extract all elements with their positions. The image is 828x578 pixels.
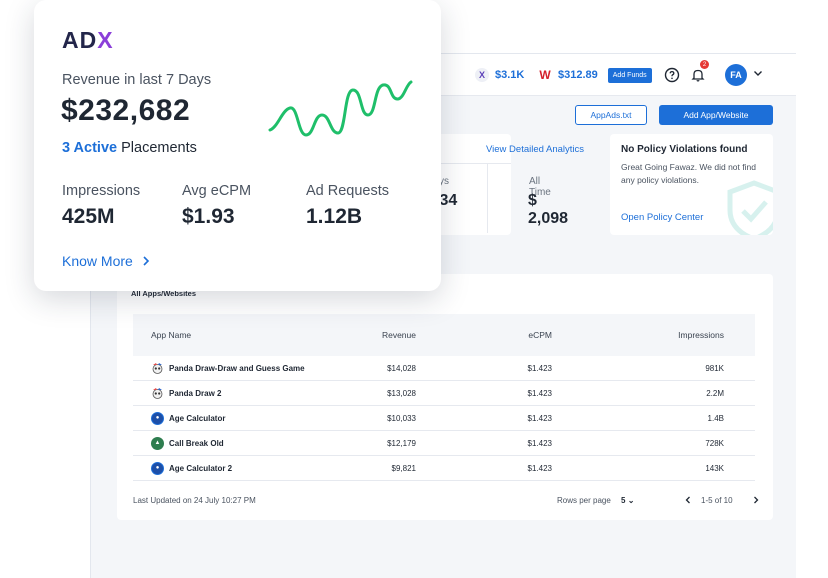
impressions-label: Impressions (62, 183, 141, 199)
ecpm-cell: $1.423 (527, 463, 552, 473)
x-coin-icon: X (475, 68, 489, 82)
placements-label: Placements (121, 140, 197, 156)
wallet-x[interactable]: X $3.1K (475, 65, 524, 85)
table-row[interactable]: ● Age Calculator 2 $9,821 $1.423 143K (133, 456, 755, 481)
chevron-right-icon (143, 256, 149, 266)
header-revenue[interactable]: Revenue (381, 330, 416, 340)
table-body: Panda Draw-Draw and Guess Game $14,028 $1.… (133, 356, 755, 481)
pagination-range: 1-5 of 10 (701, 496, 733, 505)
placements-count: 3 Active (62, 140, 118, 156)
app-name-cell: Panda Draw 2 (133, 386, 363, 400)
table-row[interactable]: Panda Draw 2 $13,028 $1.423 2.2M (133, 381, 755, 406)
impressions-cell: 728K (705, 438, 724, 448)
app-name-cell: Panda Draw-Draw and Guess Game (133, 361, 363, 375)
avg-ecpm-value: $1.93 (182, 205, 235, 228)
age-calculator-icon: ● (151, 461, 164, 475)
revenue-cell: $13,028 (387, 388, 416, 398)
active-placements: 3 Active Placements (62, 140, 197, 156)
dashboard-window: X $3.1K W $312.89 Add Funds 2 FA AppAds.… (90, 53, 796, 578)
bell-icon[interactable] (690, 67, 706, 83)
policy-center-link[interactable]: Open Policy Center (621, 212, 704, 223)
chevron-left-icon[interactable] (683, 495, 693, 505)
wallet-w-amount: $312.89 (558, 69, 598, 81)
header-impressions[interactable]: Impressions (678, 330, 724, 340)
ecpm-cell: $1.423 (527, 363, 552, 373)
avg-ecpm-label: Avg eCPM (182, 183, 252, 199)
revenue-cell: $12,179 (387, 438, 416, 448)
avatar[interactable]: FA (725, 64, 747, 86)
w-coin-icon: W (538, 68, 552, 82)
app-name[interactable]: Call Break Old (169, 438, 224, 448)
app-name[interactable]: Panda Draw 2 (169, 388, 222, 398)
ecpm-cell: $1.423 (527, 388, 552, 398)
impressions-cell: 2.2M (706, 388, 724, 398)
policy-card: No Policy Violations found Great Going F… (610, 134, 773, 235)
know-more-link[interactable]: Know More (62, 253, 151, 269)
policy-title: No Policy Violations found (621, 144, 748, 155)
impressions-cell: 981K (705, 363, 724, 373)
last-updated: Last Updated on 24 July 10:27 PM (133, 496, 256, 505)
header-app-name[interactable]: App Name (151, 330, 192, 340)
panda-icon (151, 361, 164, 375)
rows-per-page-select[interactable]: 5 ⌄ (621, 496, 634, 505)
rows-per-page-value: 5 (621, 496, 626, 505)
chevron-down-icon: ⌄ (627, 496, 635, 505)
adx-logo: ADX (62, 27, 114, 54)
table-header: App Name Revenue eCPM Impressions (133, 314, 755, 356)
table-row[interactable]: Panda Draw-Draw and Guess Game $14,028 $1.… (133, 356, 755, 381)
app-name[interactable]: Panda Draw-Draw and Guess Game (169, 363, 305, 373)
add-app-button[interactable]: Add App/Website (659, 105, 773, 125)
apps-table-card: All Apps/Websites App Name Revenue eCPM … (117, 274, 773, 520)
header-ecpm[interactable]: eCPM (528, 330, 552, 340)
revenue-sparkline (268, 80, 413, 137)
app-name-cell: ● Age Calculator 2 (133, 461, 363, 475)
table-row[interactable]: ▲ Call Break Old $12,179 $1.423 728K (133, 431, 755, 456)
logo-accent: X (97, 27, 114, 53)
revenue-value: $232,682 (61, 94, 191, 127)
table-row[interactable]: ● Age Calculator $10,033 $1.423 1.4B (133, 406, 755, 431)
revenue-cell: $10,033 (387, 413, 416, 423)
impressions-cell: 1.4B (707, 413, 724, 423)
policy-text: Great Going Fawaz. We did not find any p… (621, 162, 756, 185)
app-name[interactable]: Age Calculator 2 (169, 463, 233, 473)
apps-table: App Name Revenue eCPM Impressions Panda … (133, 314, 755, 481)
shield-check-icon (727, 180, 773, 235)
wallet-x-amount: $3.1K (495, 69, 525, 81)
partial-stat-label: ys (439, 176, 449, 187)
revenue-cell: $14,028 (387, 363, 416, 373)
ecpm-cell: $1.423 (527, 438, 552, 448)
adx-summary-card: ADX Revenue in last 7 Days $232,682 3 Ac… (34, 0, 441, 291)
all-time-label: All Time (529, 176, 551, 198)
table-title: All Apps/Websites (131, 289, 197, 298)
app-name-cell: ▲ Call Break Old (133, 436, 363, 450)
help-icon[interactable] (664, 67, 680, 83)
age-calculator-icon: ● (151, 411, 164, 425)
app-name[interactable]: Age Calculator (169, 413, 226, 423)
app-name-cell: ● Age Calculator (133, 411, 363, 425)
logo-text: AD (62, 27, 98, 53)
chevron-right-icon[interactable] (751, 495, 761, 505)
appads-button[interactable]: AppAds.txt (575, 105, 647, 125)
all-time-value: $ 2,098 (528, 192, 569, 227)
rows-per-page-label: Rows per page (557, 496, 611, 505)
add-funds-button[interactable]: Add Funds (607, 67, 652, 83)
notification-badge: 2 (700, 60, 709, 69)
wallet-w[interactable]: W $312.89 Add Funds (538, 65, 652, 85)
call-break-icon: ▲ (151, 436, 164, 450)
revenue-label: Revenue in last 7 Days (62, 72, 212, 88)
ad-requests-label: Ad Requests (306, 183, 390, 199)
ad-requests-value: 1.12B (306, 205, 363, 228)
ecpm-cell: $1.423 (527, 413, 552, 423)
chevron-down-icon[interactable] (752, 67, 764, 79)
view-analytics-link[interactable]: View Detailed Analytics (486, 144, 585, 155)
impressions-value: 425M (62, 205, 115, 228)
know-more-label: Know More (62, 253, 133, 269)
impressions-cell: 143K (705, 463, 724, 473)
panda-icon (151, 386, 164, 400)
revenue-cell: $9,821 (391, 463, 416, 473)
divider (487, 163, 488, 233)
